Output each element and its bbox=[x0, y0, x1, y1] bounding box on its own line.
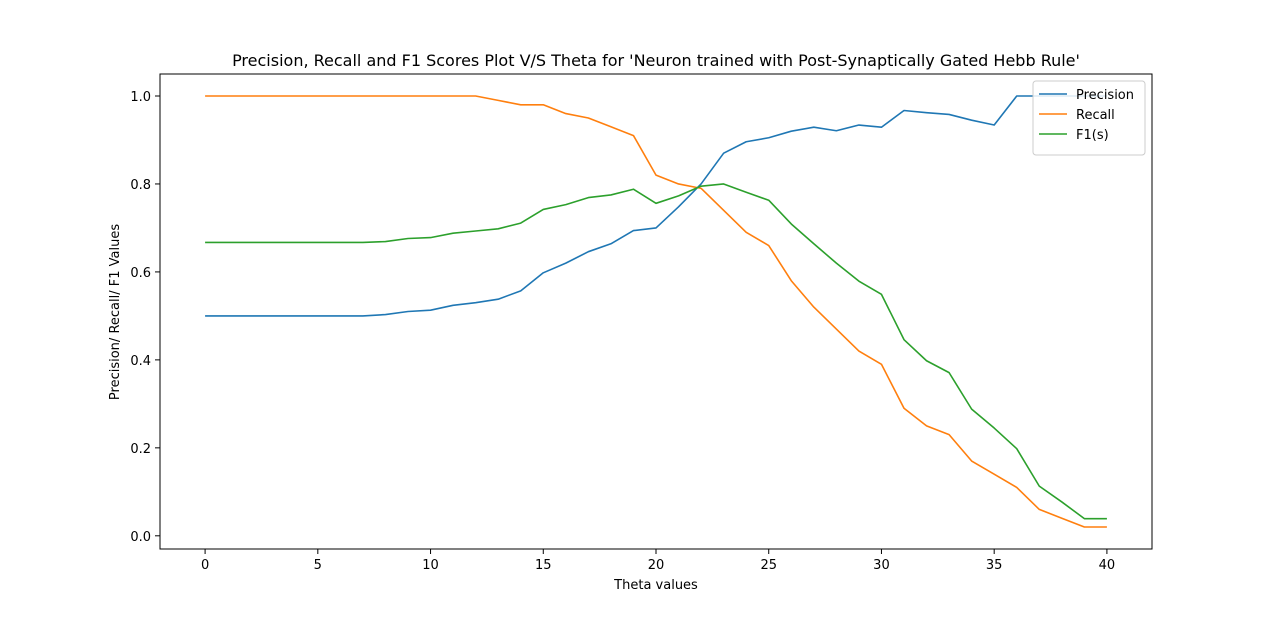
series-line-1 bbox=[205, 95, 1107, 528]
legend-entry-1: Recall bbox=[1076, 108, 1115, 123]
series-line-2 bbox=[205, 183, 1107, 520]
plot-area-frame bbox=[159, 73, 1153, 550]
x-tick-label: 20 bbox=[648, 558, 665, 573]
y-tick-label: 1.0 bbox=[130, 90, 151, 105]
chart-title: Precision, Recall and F1 Scores Plot V/S… bbox=[232, 51, 1080, 70]
x-tick-label: 25 bbox=[760, 558, 777, 573]
y-tick-label: 0.6 bbox=[130, 266, 151, 281]
y-axis-ticks: 0.0 0.2 0.4 0.6 0.8 1.0 bbox=[130, 90, 160, 545]
y-axis-label: Precision/ Recall/ F1 Values bbox=[108, 224, 123, 400]
x-axis-label: Theta values bbox=[613, 578, 698, 593]
x-tick-label: 15 bbox=[535, 558, 552, 573]
legend-entry-0: Precision bbox=[1076, 88, 1134, 103]
x-tick-label: 0 bbox=[201, 558, 209, 573]
series-line-0 bbox=[205, 95, 1107, 317]
x-axis-ticks: 0 5 10 15 20 25 30 35 40 bbox=[201, 549, 1115, 573]
y-tick-label: 0.8 bbox=[130, 178, 151, 193]
x-tick-label: 10 bbox=[422, 558, 439, 573]
y-tick-label: 0.4 bbox=[130, 354, 151, 369]
y-tick-label: 0.0 bbox=[130, 530, 151, 545]
x-tick-label: 40 bbox=[1099, 558, 1116, 573]
legend-box bbox=[1032, 80, 1146, 156]
x-tick-label: 5 bbox=[314, 558, 322, 573]
legend: Precision Recall F1(s) bbox=[1032, 80, 1146, 156]
x-tick-label: 35 bbox=[986, 558, 1003, 573]
legend-entry-2: F1(s) bbox=[1076, 128, 1109, 143]
x-tick-label: 30 bbox=[873, 558, 890, 573]
y-tick-label: 0.2 bbox=[130, 442, 151, 457]
